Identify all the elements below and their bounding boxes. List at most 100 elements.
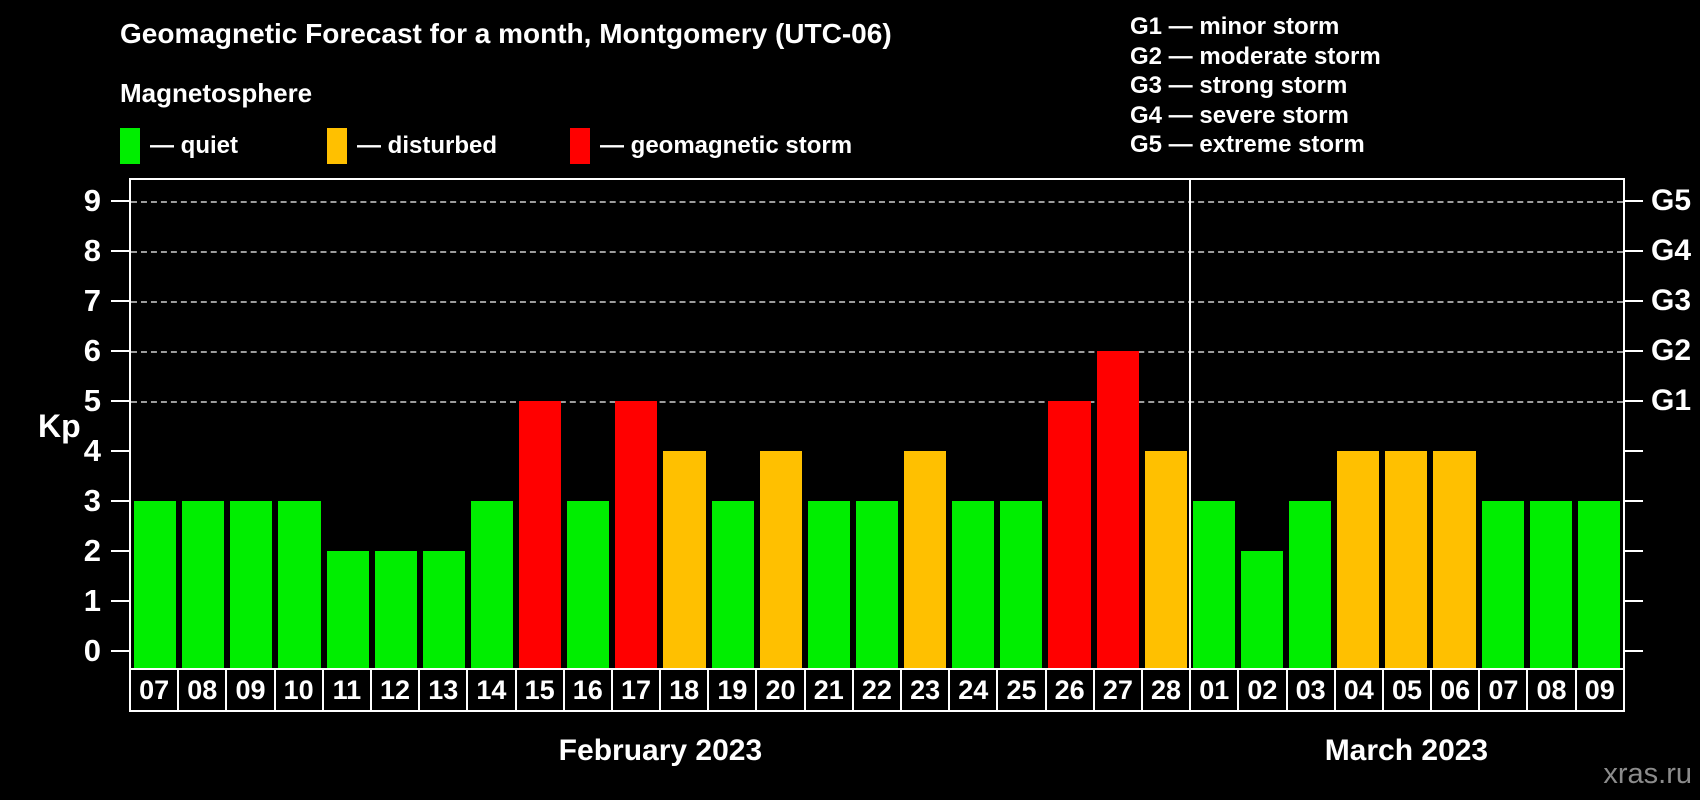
bar-slot-23 xyxy=(901,180,949,668)
bar-february-20 xyxy=(759,451,802,668)
y-tick-label-8: 8 xyxy=(83,233,101,268)
bar-february-23 xyxy=(904,451,947,668)
y-tick-label-3: 3 xyxy=(83,483,101,518)
bar-march-05 xyxy=(1385,451,1428,668)
right-axis-label-g3: G3 xyxy=(1651,284,1692,317)
bar-february-07 xyxy=(134,501,177,668)
date-cell-february-11: 11 xyxy=(321,668,372,712)
gridline-kp8 xyxy=(131,251,1623,253)
bar-march-06 xyxy=(1433,451,1476,668)
bar-slot-08 xyxy=(179,180,227,668)
left-tick-kp6 xyxy=(111,350,129,352)
month-divider xyxy=(1188,180,1191,668)
gridline-kp9 xyxy=(131,201,1623,203)
y-tick-label-5: 5 xyxy=(83,383,101,418)
date-cell-february-26: 26 xyxy=(1044,668,1095,712)
storm-swatch xyxy=(570,128,590,164)
bar-february-10 xyxy=(278,501,321,668)
bar-february-14 xyxy=(470,501,513,668)
bar-february-12 xyxy=(374,551,417,668)
date-cell-february-19: 19 xyxy=(707,668,758,712)
y-tick-label-1: 1 xyxy=(83,583,101,618)
bar-february-16 xyxy=(567,501,610,668)
right-tick-kp8 xyxy=(1625,250,1643,252)
right-tick-kp9 xyxy=(1625,200,1643,202)
bar-february-28 xyxy=(1144,451,1187,668)
bar-february-19 xyxy=(711,501,754,668)
bar-slot-25 xyxy=(997,180,1045,668)
date-cell-february-22: 22 xyxy=(851,668,902,712)
g-scale-legend: G1 — minor storm G2 — moderate storm G3 — … xyxy=(1130,12,1381,160)
left-tick-kp2 xyxy=(111,550,129,552)
bar-slot-12 xyxy=(372,180,420,668)
bar-february-27 xyxy=(1096,351,1139,668)
bar-slot-05 xyxy=(1382,180,1430,668)
right-tick-kp0 xyxy=(1625,650,1643,652)
date-cell-february-13: 13 xyxy=(418,668,469,712)
date-cell-february-23: 23 xyxy=(900,668,951,712)
date-cell-february-08: 08 xyxy=(177,668,228,712)
date-cell-march-04: 04 xyxy=(1333,668,1384,712)
g-legend-line-1: G1 — minor storm xyxy=(1130,13,1340,40)
bar-march-08 xyxy=(1529,501,1572,668)
g-legend-line-4: G4 — severe storm xyxy=(1130,101,1349,129)
bar-slot-04 xyxy=(1334,180,1382,668)
left-tick-kp3 xyxy=(111,500,129,502)
bar-february-15 xyxy=(519,401,562,668)
bar-slot-03 xyxy=(1286,180,1334,668)
bar-slot-02 xyxy=(1238,180,1286,668)
right-tick-kp6 xyxy=(1625,350,1643,352)
date-cell-february-24: 24 xyxy=(948,668,999,712)
bar-slot-21 xyxy=(805,180,853,668)
bar-slot-20 xyxy=(757,180,805,668)
date-cell-february-07: 07 xyxy=(129,668,180,712)
bar-slot-18 xyxy=(660,180,708,668)
right-axis-label-g2: G2 xyxy=(1651,334,1692,367)
bar-slot-13 xyxy=(420,180,468,668)
date-cell-february-28: 28 xyxy=(1140,668,1192,712)
bar-february-13 xyxy=(422,551,465,668)
date-cell-february-16: 16 xyxy=(562,668,613,712)
date-cell-february-17: 17 xyxy=(610,668,662,712)
left-tick-kp5 xyxy=(111,400,129,402)
watermark: xras.ru xyxy=(1603,758,1692,790)
chart-title: Geomagnetic Forecast for a month, Montgo… xyxy=(120,18,892,49)
date-cell-february-14: 14 xyxy=(466,668,517,712)
bar-february-11 xyxy=(326,551,369,668)
date-cell-march-09: 09 xyxy=(1574,668,1625,712)
date-cell-march-05: 05 xyxy=(1381,668,1433,712)
date-cell-february-20: 20 xyxy=(755,668,806,712)
plot-area xyxy=(129,178,1625,670)
bar-march-02 xyxy=(1240,551,1283,668)
bar-slot-09 xyxy=(1575,180,1623,668)
right-tick-kp4 xyxy=(1625,450,1643,452)
storm-label: — geomagnetic storm xyxy=(600,132,853,159)
bar-slot-24 xyxy=(949,180,997,668)
bar-february-17 xyxy=(615,401,658,668)
month-label-february: February 2023 xyxy=(558,734,763,767)
y-axis-title: Kp xyxy=(38,408,81,444)
date-cell-march-06: 06 xyxy=(1430,668,1481,712)
bar-slot-27 xyxy=(1094,180,1142,668)
right-axis-label-g1: G1 xyxy=(1651,384,1692,417)
y-tick-label-2: 2 xyxy=(83,533,101,568)
date-cell-february-09: 09 xyxy=(225,668,276,712)
date-axis-row: 07 08 09 10 11 12 13 14 15 16 17 18 19 20 21 22 23 24 25 26… xyxy=(129,668,1625,712)
bar-slot-19 xyxy=(709,180,757,668)
date-cell-march-08: 08 xyxy=(1526,668,1577,712)
left-tick-kp8 xyxy=(111,250,129,252)
bar-slot-07 xyxy=(131,180,179,668)
right-tick-kp7 xyxy=(1625,300,1643,302)
date-cell-february-10: 10 xyxy=(273,668,324,712)
g-legend-line-3: G3 — strong storm xyxy=(1130,72,1348,99)
bar-slot-10 xyxy=(275,180,323,668)
bar-february-18 xyxy=(663,451,706,668)
bar-march-09 xyxy=(1577,501,1620,668)
bar-slot-26 xyxy=(1045,180,1093,668)
disturbed-swatch xyxy=(327,128,347,164)
bar-february-21 xyxy=(807,501,850,668)
right-tick-kp2 xyxy=(1625,550,1643,552)
bar-february-26 xyxy=(1048,401,1091,668)
bar-slot-09 xyxy=(227,180,275,668)
bar-february-08 xyxy=(182,501,225,668)
